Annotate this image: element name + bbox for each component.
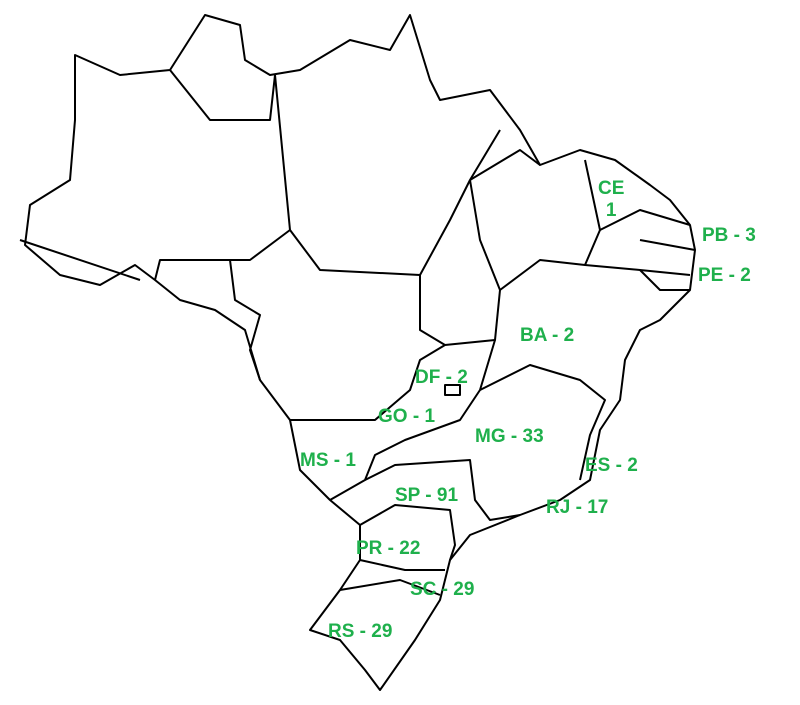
state-value: 2	[457, 367, 468, 388]
separator: -	[728, 225, 746, 246]
state-value: 91	[436, 485, 459, 506]
separator: -	[382, 538, 400, 559]
state-label-mg: MG - 33	[475, 426, 544, 448]
state-label-sp: SP - 91	[395, 485, 458, 507]
state-label-ce: CE 1	[598, 178, 624, 222]
state-code: GO	[378, 406, 408, 427]
state-code: DF	[415, 367, 441, 388]
state-code: RS	[328, 621, 355, 642]
state-code: SC	[410, 579, 437, 600]
separator: -	[420, 485, 437, 506]
border	[229, 259, 261, 381]
border	[419, 129, 501, 276]
state-label-pe: PE - 2	[698, 265, 751, 287]
border	[290, 344, 446, 421]
state-value: 33	[522, 426, 544, 447]
state-value: 1	[605, 200, 617, 221]
state-label-pr: PR - 22	[356, 538, 420, 560]
border	[499, 159, 601, 291]
border	[154, 229, 291, 281]
separator: -	[407, 406, 425, 427]
state-code: PE	[698, 265, 724, 286]
country-outline	[24, 14, 696, 691]
border	[639, 239, 696, 251]
state-value: 29	[453, 579, 475, 600]
state-value: 1	[345, 450, 356, 471]
separator: -	[723, 265, 741, 286]
border	[169, 69, 276, 121]
border	[479, 364, 606, 481]
border	[359, 559, 445, 571]
state-label-go: GO - 1	[378, 406, 435, 428]
state-label-rj: RJ - 17	[546, 497, 608, 519]
border	[364, 459, 521, 521]
state-code: PB	[702, 225, 729, 246]
separator: -	[354, 621, 372, 642]
state-code: SP	[395, 485, 421, 506]
border	[419, 179, 501, 346]
separator: -	[440, 367, 458, 388]
border	[359, 504, 456, 561]
state-value: 3	[745, 225, 756, 246]
state-code: RJ	[546, 497, 571, 518]
state-value: 29	[371, 621, 393, 642]
border	[274, 74, 421, 276]
state-value: 17	[587, 497, 609, 518]
separator: -	[610, 455, 628, 476]
state-label-es: ES - 2	[585, 455, 638, 477]
state-label-ms: MS - 1	[300, 450, 356, 472]
state-value: 2	[563, 325, 575, 346]
state-code: ES	[585, 455, 611, 476]
state-code: MG	[475, 426, 506, 447]
border	[584, 264, 690, 291]
separator: -	[505, 426, 523, 447]
state-label-pb: PB - 3	[702, 225, 756, 247]
state-value: 22	[399, 538, 421, 559]
state-value: 2	[627, 455, 638, 476]
state-code: MS	[300, 450, 329, 471]
state-label-rs: RS - 29	[328, 621, 392, 643]
state-code: CE	[598, 178, 625, 199]
border	[339, 579, 441, 596]
separator: -	[546, 325, 564, 346]
border	[19, 239, 141, 281]
border	[444, 384, 461, 396]
separator: -	[436, 579, 454, 600]
border	[599, 209, 691, 231]
border	[639, 269, 691, 276]
state-value: 2	[740, 265, 751, 286]
state-label-df: DF - 2	[415, 367, 468, 389]
state-value: 1	[424, 406, 436, 427]
border	[469, 149, 541, 181]
state-code: PR	[356, 538, 383, 559]
state-label-sc: SC - 29	[410, 579, 474, 601]
state-label-ba: BA - 2	[520, 325, 574, 347]
separator: -	[570, 497, 588, 518]
state-code: BA	[520, 325, 547, 346]
separator: -	[328, 450, 346, 471]
